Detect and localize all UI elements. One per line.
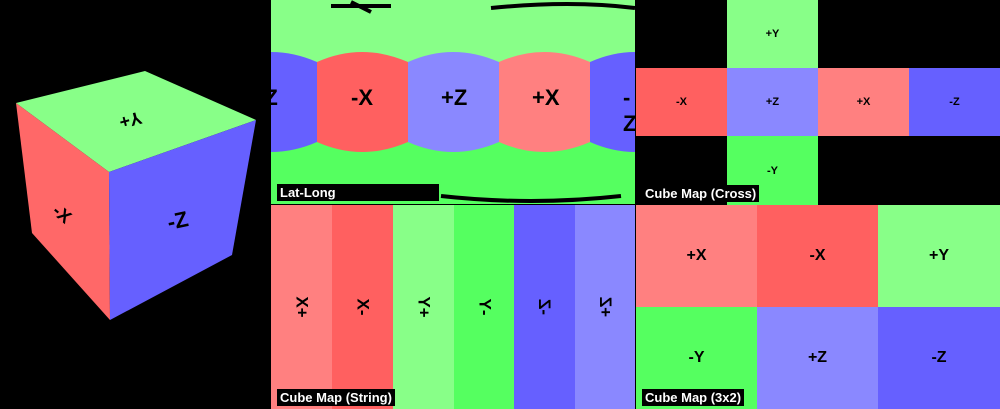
latlong-label: -Z (623, 85, 635, 136)
string-panel: +X -X +Y -Y -Z +Z Cube Map (String) (271, 205, 635, 409)
latlong-label: +Z (441, 85, 468, 110)
string-face: +Z (575, 205, 635, 409)
latlong-caption: Lat-Long (277, 184, 439, 201)
string-face: -Z (514, 205, 575, 409)
latlong-label: -Z (271, 85, 278, 110)
cube-3d: +Y -X -Z (16, 71, 256, 320)
cross-panel: +Y -X +Z +X -Z -Y Cube Map (Cross) (636, 0, 1000, 205)
string-label: +Y (414, 296, 434, 318)
latlong-bands (271, 0, 635, 203)
grid3x2-face: +Y (878, 205, 1000, 307)
grid3x2-panel: +X -X +Y -Y +Z -Z Cube Map (3x2) (636, 205, 1000, 409)
cube-face-left (16, 103, 110, 320)
string-label: -Z (535, 298, 555, 316)
latlong-label: -X (351, 85, 373, 110)
string-face: +X (271, 205, 332, 409)
string-label: -Y (475, 298, 494, 316)
grid3x2-face: +X (636, 205, 757, 307)
cross-face: -Z (909, 68, 1000, 136)
string-label: +Z (596, 296, 615, 318)
grid3x2-face: -X (757, 205, 878, 307)
cross-face: +Y (727, 0, 818, 68)
grid3x2-face: +Z (757, 307, 878, 409)
cube-face-right (109, 120, 256, 320)
latlong-label: +X (532, 85, 560, 110)
cube-preview[interactable]: +Y -X -Z (0, 0, 270, 409)
cross-face: +Z (727, 68, 818, 136)
cube-label-right: -Z (165, 206, 191, 235)
latlong-panel: -Z -X +Z +X -Z Lat-Long (271, 0, 635, 204)
string-face: -X (332, 205, 393, 409)
cross-face: +X (818, 68, 909, 136)
grid3x2-caption: Cube Map (3x2) (642, 389, 745, 406)
cross-face: -X (636, 68, 727, 136)
cube-face-top (16, 71, 256, 172)
string-face: +Y (393, 205, 454, 409)
grid3x2-face: -Z (878, 307, 1000, 409)
string-label: -X (353, 298, 373, 316)
string-face: -Y (454, 205, 514, 409)
cross-caption: Cube Map (Cross) (642, 185, 760, 202)
string-caption: Cube Map (String) (277, 389, 395, 406)
string-label: +X (292, 296, 312, 318)
